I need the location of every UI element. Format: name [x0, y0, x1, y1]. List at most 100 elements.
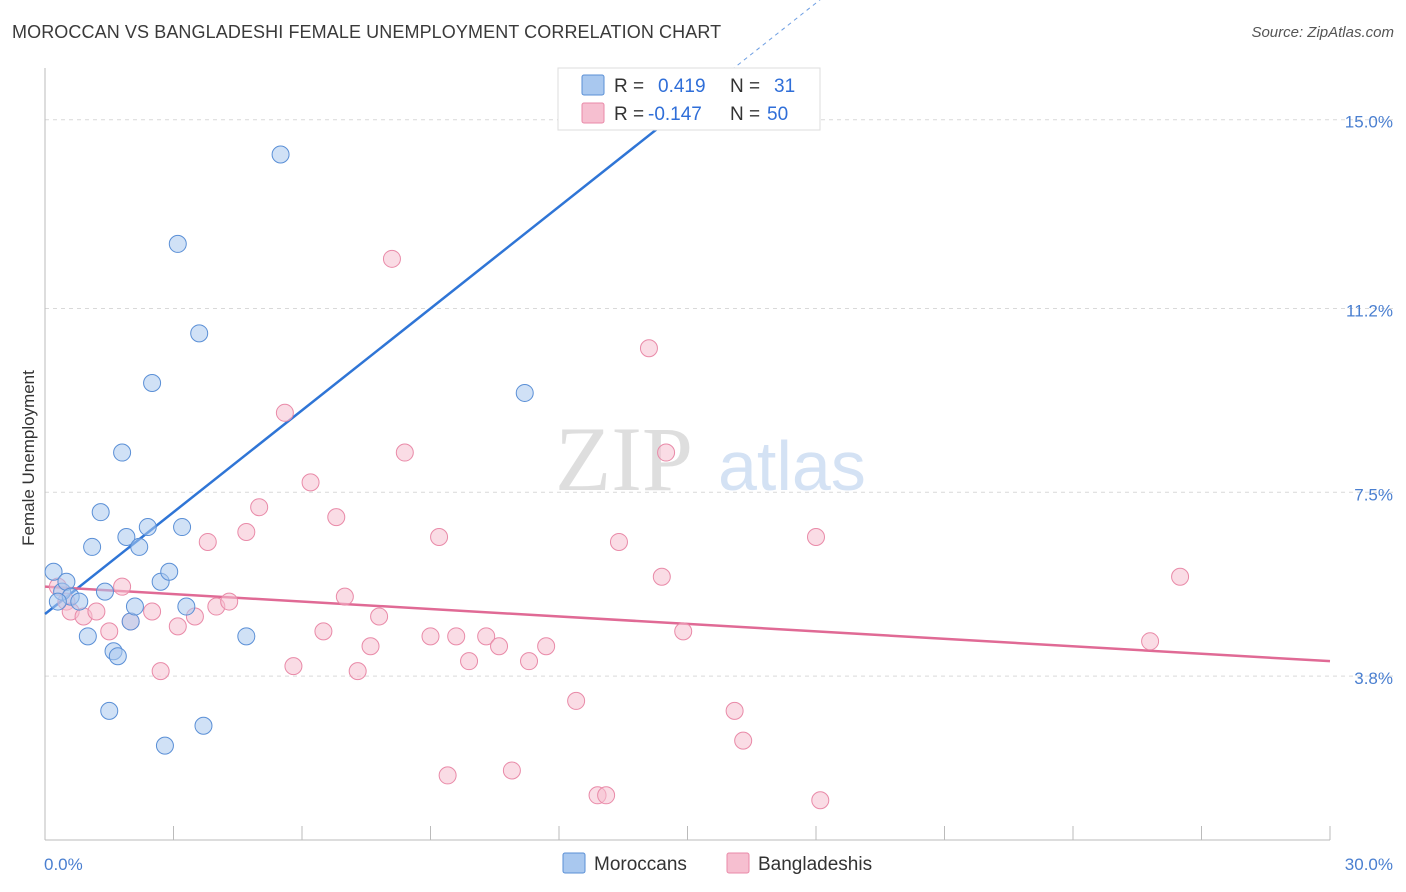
moroccan-point [108, 647, 127, 666]
bangladeshi-point [370, 607, 389, 626]
moroccan-point [95, 582, 114, 601]
moroccan-point [271, 145, 290, 164]
gridlines [45, 119, 1393, 677]
bangladeshi-point [1141, 632, 1160, 651]
axes [44, 68, 1331, 841]
moroccan-point [57, 572, 76, 591]
bangladeshi-point [314, 622, 333, 641]
source-credit: Source: ZipAtlas.com [1251, 24, 1394, 41]
bangladeshi-point [609, 532, 628, 551]
moroccan-point [125, 597, 144, 616]
y-tick-label: 3.8% [1354, 669, 1393, 688]
moroccan-point [78, 627, 97, 646]
bangladeshi-point [143, 602, 162, 621]
moroccan-point [173, 518, 192, 537]
bangladeshi-point [168, 617, 187, 636]
y-axis-title: Female Unemployment [19, 370, 38, 546]
bangladeshi-point [250, 498, 269, 517]
legend-r-label-1: R = [614, 76, 644, 97]
legend-n-label-1: N = [730, 76, 760, 97]
moroccan-point [44, 562, 63, 581]
bangladeshi-point [477, 627, 496, 646]
bangladeshi-point [361, 637, 380, 656]
stats-legend: R = 0.419 N = 31 R = -0.147 N = 50 [557, 67, 821, 131]
moroccan-trend-line [44, 103, 689, 615]
moroccan-point [155, 736, 174, 755]
bangladeshi-point [335, 587, 354, 606]
moroccan-point [70, 592, 89, 611]
legend-n-value-1: 31 [774, 76, 795, 97]
bangladeshi-point [275, 403, 294, 422]
legend-swatch-bangladeshis [581, 102, 605, 124]
moroccan-point [130, 537, 149, 556]
y-tick-label: 7.5% [1354, 485, 1393, 504]
legend-r-value-1: 0.419 [658, 76, 706, 97]
bangladeshi-point [395, 443, 414, 462]
y-tick-label: 11.2% [1346, 301, 1393, 320]
moroccan-point [83, 537, 102, 556]
bangladeshi-point [502, 761, 521, 780]
legend-n-label-2: N = [730, 104, 760, 125]
bottom-legend-bangladeshis: Bangladeshis [758, 854, 872, 875]
x-tick-label: 30.0% [1345, 855, 1393, 874]
bangladeshi-point [639, 339, 658, 358]
bangladeshi-point [220, 592, 239, 611]
bangladeshi-point [1171, 567, 1190, 586]
x-tick-label: 0.0% [44, 855, 83, 874]
bangladeshi-point [438, 766, 457, 785]
bottom-legend-moroccans: Moroccans [594, 854, 687, 875]
bangladeshi-point [447, 627, 466, 646]
moroccan-point [168, 234, 187, 253]
bangladeshi-point [237, 523, 256, 542]
moroccan-point [138, 518, 157, 537]
legend-n-value-2: 50 [767, 104, 788, 125]
moroccan-point [113, 443, 132, 462]
data-points [44, 145, 1190, 810]
bangladeshi-point [811, 791, 830, 810]
bangladeshi-point [348, 662, 367, 681]
bangladeshi-point [537, 637, 556, 656]
bottom-swatch-moroccans [562, 852, 586, 874]
moroccan-point [143, 374, 162, 393]
legend-swatch-moroccans [581, 74, 605, 96]
bangladeshi-point [421, 627, 440, 646]
moroccan-point [194, 716, 213, 735]
moroccan-point [177, 597, 196, 616]
bangladeshi-point [520, 652, 539, 671]
moroccan-point [91, 503, 110, 522]
moroccan-point [515, 383, 534, 402]
moroccan-point [160, 562, 179, 581]
bangladeshi-point [567, 691, 586, 710]
moroccan-point [121, 612, 140, 631]
bangladeshi-point [652, 567, 671, 586]
bangladeshi-point [151, 662, 170, 681]
bottom-swatch-bangladeshis [726, 852, 750, 874]
bangladeshi-point [100, 622, 119, 641]
bangladeshi-point [382, 249, 401, 268]
bangladeshi-point [113, 577, 132, 596]
legend-r-value-2: -0.147 [648, 104, 702, 125]
bangladeshi-point [725, 701, 744, 720]
chart-title: MOROCCAN VS BANGLADESHI FEMALE UNEMPLOYM… [12, 22, 722, 42]
bangladeshi-point [674, 622, 693, 641]
moroccan-point [237, 627, 256, 646]
moroccan-point [190, 324, 209, 343]
bangladeshi-point [301, 473, 320, 492]
bangladeshi-point [284, 657, 303, 676]
moroccan-point [100, 701, 119, 720]
moroccan-point [48, 592, 67, 611]
watermark-atlas: atlas [718, 427, 866, 505]
legend-r-label-2: R = [614, 104, 644, 125]
bangladeshi-point [430, 527, 449, 546]
bangladeshi-point [657, 443, 676, 462]
bangladeshi-point [460, 652, 479, 671]
bangladeshi-point [734, 731, 753, 750]
bangladeshi-point [597, 786, 616, 805]
bangladeshi-point [87, 602, 106, 621]
bangladeshi-point [327, 508, 346, 527]
bangladeshi-point [198, 532, 217, 551]
tick-labels: 15.0% 11.2% 7.5% 3.8% 0.0% 30.0% [44, 113, 1393, 874]
bangladeshi-point [490, 637, 509, 656]
bangladeshi-point [807, 527, 825, 546]
